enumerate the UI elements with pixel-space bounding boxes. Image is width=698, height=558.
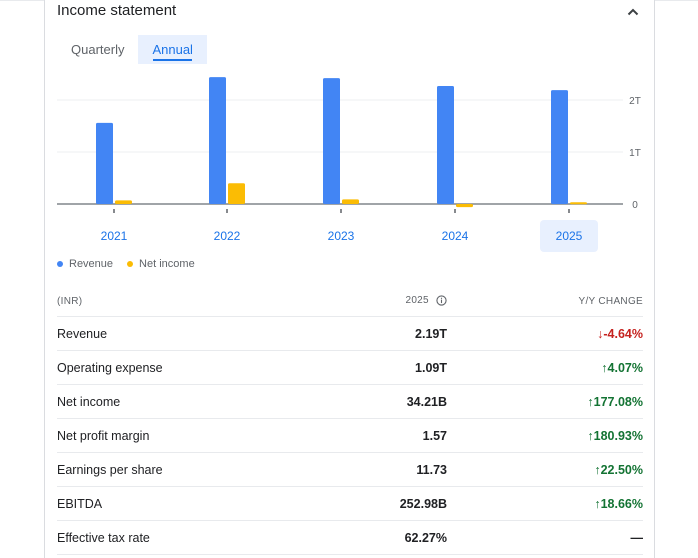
table-row: Revenue 2.19T ↓-4.64%: [57, 317, 643, 351]
table-body: Revenue 2.19T ↓-4.64% Operating expense 1.09…: [57, 317, 643, 555]
table-header: (INR) 2025 Y/Y CHANGE: [57, 286, 643, 317]
row-change: ↑177.08%: [447, 395, 643, 409]
arrow-up-icon: ↑: [587, 394, 594, 409]
bar-net-income-2023[interactable]: [342, 199, 359, 204]
arrow-up-icon: ↑: [587, 428, 594, 443]
row-label: Effective tax rate: [57, 530, 150, 545]
row-value: 62.27%: [404, 530, 447, 545]
arrow-up-icon: ↑: [601, 360, 608, 375]
change-value: 18.66%: [600, 496, 643, 511]
legend-dot-revenue: [57, 261, 63, 267]
y-tick-label: 0: [632, 200, 638, 211]
y-tick-label: 1T: [629, 148, 641, 159]
bar-net-income-2021[interactable]: [115, 200, 132, 204]
row-change: ↑180.93%: [447, 429, 643, 443]
bar-net-income-2022[interactable]: [228, 183, 245, 204]
change-value: 22.50%: [600, 462, 643, 477]
table-row: Effective tax rate 62.27% —: [57, 521, 643, 555]
year-column-header: 2025: [327, 295, 447, 307]
row-value: 252.98B: [399, 496, 447, 511]
row-label: EBITDA: [57, 496, 103, 511]
row-label: Net profit margin: [57, 428, 150, 443]
row-change: ↑18.66%: [447, 497, 643, 511]
financials-table: (INR) 2025 Y/Y CHANGE Revenue 2.19T ↓-4.64…: [57, 286, 643, 555]
change-value: -4.64%: [603, 326, 643, 341]
row-value: 1.57: [422, 428, 447, 443]
row-change: ↑22.50%: [447, 463, 643, 477]
bar-net-income-2025[interactable]: [570, 202, 587, 205]
row-value: 1.09T: [415, 360, 447, 375]
chart-legend: Revenue Net income: [57, 258, 209, 270]
arrow-down-icon: ↓: [597, 326, 604, 341]
y-tick-label: 2T: [629, 96, 641, 107]
bar-revenue-2024[interactable]: [437, 85, 454, 204]
year-label-2024[interactable]: 2024: [441, 229, 469, 243]
chevron-up-icon-svg: [627, 8, 639, 16]
row-label: Revenue: [57, 326, 108, 341]
year-label-2022[interactable]: 2022: [213, 229, 241, 243]
change-value: 180.93%: [593, 428, 643, 443]
table-row: Earnings per share 11.73 ↑22.50%: [57, 453, 643, 487]
revenue-net-income-chart: 0 1T 2T: [57, 77, 641, 213]
chevron-up-icon[interactable]: [623, 2, 643, 22]
row-label: Operating expense: [57, 360, 163, 375]
bar-net-income-2024[interactable]: [456, 204, 473, 208]
arrow-up-icon: ↑: [594, 462, 601, 477]
bar-revenue-2025[interactable]: [551, 90, 568, 204]
legend-item-revenue: Revenue: [57, 258, 113, 270]
table-row: Net profit margin 1.57 ↑180.93%: [57, 419, 643, 453]
change-value: 177.08%: [593, 394, 643, 409]
card-title: Income statement: [57, 2, 177, 19]
tab-annual[interactable]: Annual: [138, 35, 207, 64]
year-label-2025[interactable]: 2025: [540, 220, 598, 252]
table-row: Operating expense 1.09T ↑4.07%: [57, 351, 643, 385]
legend-label-revenue: Revenue: [69, 258, 114, 270]
change-value: 4.07%: [607, 360, 643, 375]
bar-revenue-2023[interactable]: [323, 78, 340, 204]
row-value: 2.19T: [415, 326, 447, 341]
row-value: 11.73: [416, 462, 447, 477]
year-column-label: 2025: [405, 295, 429, 307]
year-label-2021[interactable]: 2021: [100, 229, 128, 243]
bar-revenue-2021[interactable]: [96, 122, 113, 204]
change-column-header: Y/Y CHANGE: [578, 295, 643, 307]
row-value: 34.21B: [406, 394, 447, 409]
table-row: Net income 34.21B ↑177.08%: [57, 385, 643, 419]
table-row: EBITDA 252.98B ↑18.66%: [57, 487, 643, 521]
bar-revenue-2022[interactable]: [209, 77, 226, 204]
currency-label: (INR): [57, 295, 83, 307]
info-icon[interactable]: [436, 295, 447, 307]
year-label-2023[interactable]: 2023: [327, 229, 355, 243]
tab-quarterly[interactable]: Quarterly: [71, 42, 125, 57]
arrow-up-icon: ↑: [594, 496, 601, 511]
row-label: Earnings per share: [57, 462, 163, 477]
income-statement-card: Income statement Quarterly Annual 0 1T 2T …: [44, 0, 655, 558]
row-change: ↑4.07%: [447, 361, 643, 375]
change-value: —: [630, 530, 644, 545]
legend-label-net-income: Net income: [139, 258, 195, 270]
period-tabs: Quarterly Annual: [57, 35, 207, 65]
legend-dot-net-income: [127, 261, 134, 267]
legend-item-net-income: Net income: [127, 258, 195, 270]
row-change: —: [447, 530, 644, 545]
row-change: ↓-4.64%: [447, 327, 643, 341]
row-label: Net income: [57, 394, 121, 409]
